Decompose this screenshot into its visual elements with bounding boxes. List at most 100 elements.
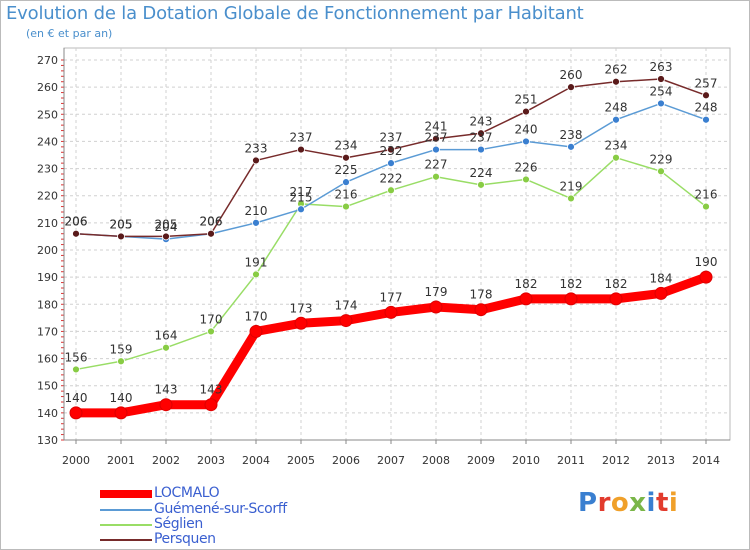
data-point-3 [252,156,260,165]
data-label-1: 215 [290,190,313,204]
data-point-3 [477,129,485,138]
data-label-2: 229 [650,152,673,166]
data-point-1 [342,178,350,187]
data-label-3: 260 [560,68,583,82]
chart-title: Evolution de la Dotation Globale de Fonc… [6,3,584,24]
data-point-2 [207,327,215,336]
data-label-1: 232 [380,144,403,158]
data-point-1 [432,145,440,154]
x-tick-label: 2002 [152,454,180,467]
data-label-1: 210 [245,204,268,218]
data-point-3 [387,145,395,154]
data-point-1 [702,115,710,124]
data-label-3: 243 [470,114,493,128]
y-tick-label: 170 [37,325,58,338]
data-label-3: 233 [245,141,268,155]
data-label-0: 182 [560,277,583,291]
data-point-3 [297,145,305,154]
data-point-2 [657,167,665,176]
data-point-1 [657,99,665,108]
data-point-2 [612,153,620,162]
data-label-3: 263 [650,60,673,74]
data-point-2 [567,194,575,203]
data-label-0: 184 [650,271,673,285]
x-tick-label: 2003 [197,454,225,467]
legend-swatch-guemene [100,509,152,511]
x-tick-label: 2014 [692,454,720,467]
data-label-0: 143 [155,383,178,397]
x-tick-label: 2013 [647,454,675,467]
legend-swatch-persquen [100,539,152,541]
legend-label-locmalo: LOCMALO [154,485,220,501]
data-label-1: 248 [605,101,628,115]
data-label-1: 206 [200,215,223,229]
data-point-0 [159,398,173,412]
data-point-1 [522,137,530,146]
data-point-0 [699,270,713,284]
data-point-2 [702,202,710,211]
data-label-1: 254 [650,84,673,98]
data-label-2: 226 [515,160,538,174]
y-tick-label: 220 [37,190,58,203]
data-label-0: 190 [695,255,718,269]
data-label-1: 206 [65,215,88,229]
data-label-2: 217 [290,185,313,199]
x-tick-label: 2000 [62,454,90,467]
y-tick-label: 190 [37,271,58,284]
x-tick-label: 2006 [332,454,360,467]
data-point-3 [207,229,215,238]
data-label-2: 159 [110,342,133,356]
data-point-0 [609,292,623,306]
logo-letter: r [597,488,611,518]
data-point-2 [522,175,530,184]
data-label-0: 179 [425,285,448,299]
legend-swatch-locmalo [100,490,152,498]
data-point-2 [477,180,485,189]
data-point-3 [702,91,710,100]
plot-area [63,47,731,441]
data-point-2 [342,202,350,211]
y-tick-label: 240 [37,135,58,148]
data-label-2: 234 [605,139,628,153]
data-point-2 [252,270,260,279]
proxiti-logo: Proxiti [578,488,678,518]
data-label-3: 205 [155,217,178,231]
data-label-2: 219 [560,179,583,193]
logo-letter: o [610,488,630,518]
data-point-0 [474,303,488,317]
data-point-2 [387,186,395,195]
data-label-0: 170 [245,309,268,323]
data-label-0: 178 [470,288,493,302]
data-point-0 [384,305,398,319]
data-label-3: 251 [515,93,538,107]
data-label-0: 140 [110,391,133,405]
data-point-1 [567,142,575,151]
chart-subtitle: (en € et par an) [26,27,113,40]
data-label-3: 234 [335,139,358,153]
data-label-0: 174 [335,299,358,313]
data-point-3 [342,153,350,162]
data-label-3: 205 [110,217,133,231]
data-label-1: 237 [425,131,448,145]
data-point-0 [69,406,83,420]
x-tick-label: 2004 [242,454,270,467]
data-point-3 [567,83,575,92]
data-label-3: 206 [65,215,88,229]
x-tick-label: 2001 [107,454,135,467]
data-label-3: 237 [380,131,403,145]
data-label-2: 224 [470,166,493,180]
y-tick-label: 270 [37,54,58,67]
data-label-0: 173 [290,301,313,315]
y-tick-label: 140 [37,407,58,420]
y-tick-label: 180 [37,298,58,311]
legend-label-persquen: Persquen [154,531,216,547]
data-label-3: 262 [605,63,628,77]
data-label-0: 177 [380,290,403,304]
logo-letter: P [578,488,598,518]
logo-letter: t [655,488,669,518]
data-point-0 [249,324,263,338]
data-point-0 [204,398,218,412]
data-point-3 [612,77,620,86]
data-label-3: 206 [200,215,223,229]
